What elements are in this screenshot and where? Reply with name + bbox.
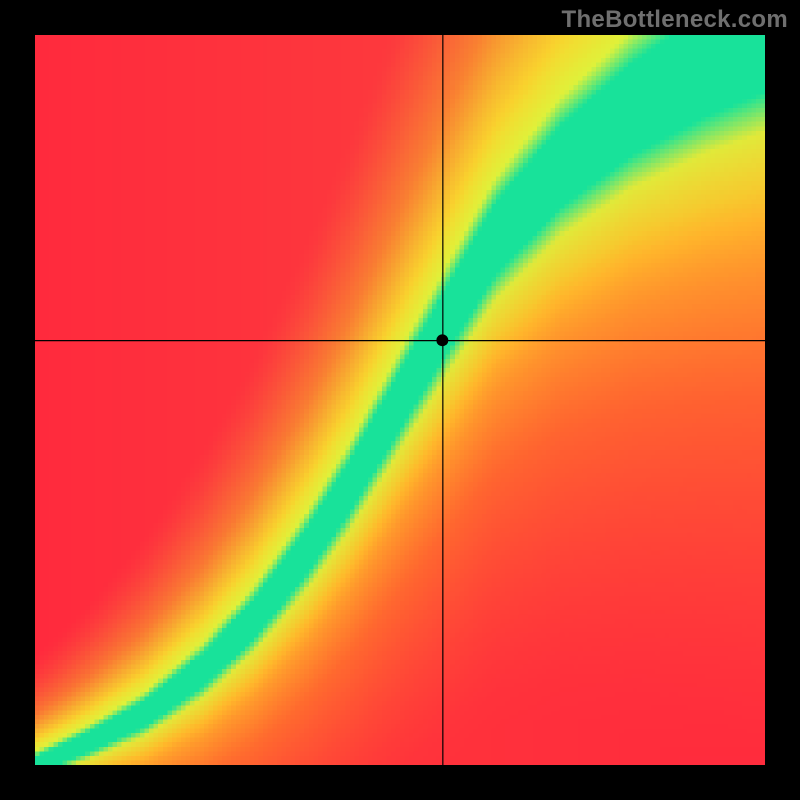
- watermark-label: TheBottleneck.com: [562, 6, 788, 34]
- chart-container: TheBottleneck.com: [0, 0, 800, 800]
- crosshair-overlay: [0, 0, 800, 800]
